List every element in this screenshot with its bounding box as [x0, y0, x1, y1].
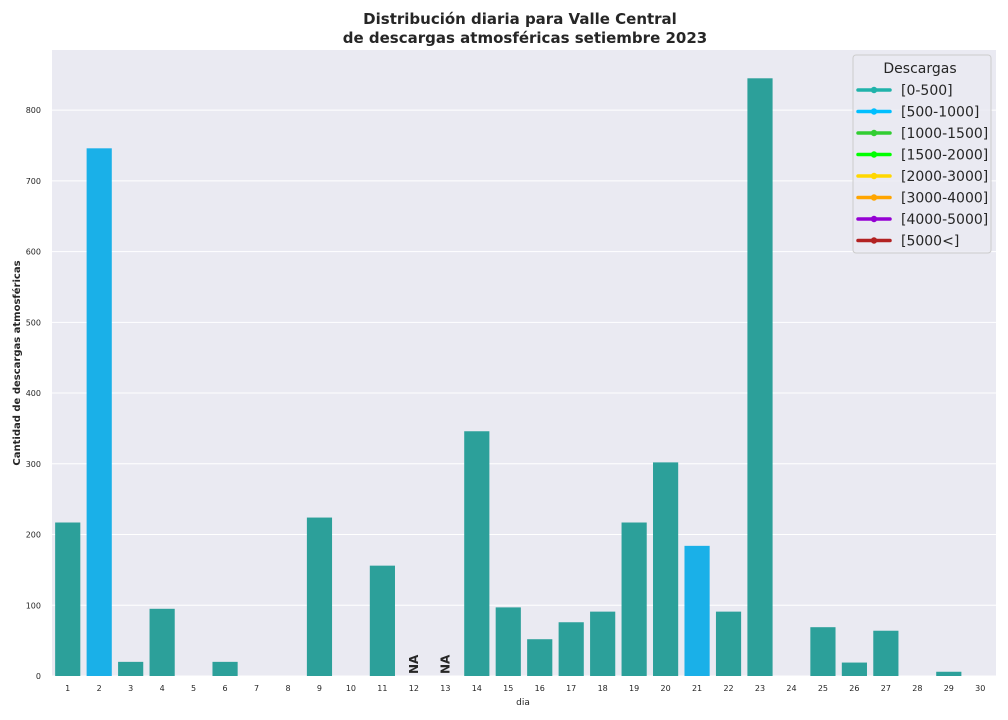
x-tick-label: 13 [440, 684, 450, 693]
legend-entry-label: [5000<] [901, 234, 959, 250]
x-tick-label: 10 [346, 684, 356, 693]
legend-entry-label: [1500-2000] [901, 148, 988, 164]
na-label: NA [438, 654, 452, 674]
legend-marker [870, 151, 878, 158]
bar-day-27 [873, 630, 899, 676]
legend: Descargas [0-500] [500-1000] [1000-1500] [1… [852, 54, 992, 254]
x-tick-label: 19 [629, 684, 639, 693]
chart-title-line1: Distribución diaria para Valle Central [363, 10, 677, 28]
na-label: NA [407, 654, 421, 674]
legend-entry-label: [1000-1500] [901, 126, 988, 142]
x-tick-label: 26 [849, 684, 859, 693]
legend-marker [870, 129, 878, 137]
plot-area [52, 50, 996, 676]
bar-day-16 [527, 639, 553, 676]
bar-day-21 [684, 545, 710, 676]
bar-day-25 [810, 627, 836, 676]
x-tick-label: 25 [818, 684, 828, 693]
x-tick-label: 7 [254, 684, 259, 693]
bar-day-15 [495, 607, 521, 676]
legend-entry-label: [4000-5000] [901, 212, 988, 228]
bar-day-18 [590, 611, 616, 676]
bar-day-17 [558, 622, 584, 676]
bar-day-11 [369, 565, 395, 676]
x-tick-label: 20 [661, 684, 671, 693]
bar-day-23 [747, 78, 773, 677]
legend-marker [870, 172, 878, 180]
legend-marker [870, 194, 878, 201]
y-axis-label: Cantidad de descargas atmosféricas [11, 260, 23, 465]
bar-day-26 [841, 662, 867, 676]
x-tick-label: 18 [598, 684, 608, 693]
x-axis-label: dia [516, 698, 530, 708]
y-tick-label: 800 [26, 106, 41, 115]
x-tick-label: 3 [128, 684, 133, 693]
x-tick-label: 29 [944, 684, 954, 693]
legend-marker [870, 86, 878, 94]
y-tick-label: 200 [26, 531, 41, 540]
x-tick-label: 11 [377, 684, 387, 693]
y-tick-label: 300 [26, 460, 41, 469]
x-tick-label: 28 [912, 684, 922, 693]
x-tick-label: 21 [692, 684, 702, 693]
x-tick-label: 22 [723, 684, 733, 693]
x-tick-label: 8 [285, 684, 290, 693]
x-tick-label: 16 [535, 684, 545, 693]
y-tick-label: 400 [26, 389, 41, 398]
bar-day-4 [149, 608, 175, 676]
legend-title: Descargas [883, 61, 956, 77]
x-tick-label: 15 [503, 684, 513, 693]
x-tick-label: 24 [786, 684, 796, 693]
legend-entry-label: [3000-4000] [901, 191, 988, 207]
bar-day-2 [86, 148, 112, 676]
grid-lines [52, 109, 996, 677]
legend-entry-label: [0-500] [901, 83, 953, 99]
x-tick-label: 12 [409, 684, 419, 693]
x-tick-label: 2 [97, 684, 102, 693]
x-tick-label: 4 [160, 684, 165, 693]
bar-day-19 [621, 522, 647, 676]
y-tick-label: 100 [26, 601, 41, 610]
x-tick-label: 1 [65, 684, 70, 693]
y-tick-label: 700 [26, 177, 41, 186]
bar-day-29 [936, 671, 962, 676]
x-tick-label: 14 [472, 684, 482, 693]
legend-entry-label: [2000-3000] [901, 169, 988, 185]
legend-marker [870, 108, 878, 115]
bar-day-22 [715, 611, 742, 676]
legend-entry-label: [500-1000] [901, 105, 979, 121]
bars-group: NA NA [55, 78, 962, 677]
x-tick-label: 17 [566, 684, 576, 693]
chart-title-line2: de descargas atmosféricas setiembre 2023 [343, 29, 707, 47]
bar-day-1 [55, 522, 81, 676]
bar-day-20 [653, 462, 679, 676]
bar-day-9 [306, 517, 333, 676]
legend-box [852, 54, 992, 254]
legend-marker [870, 215, 878, 223]
x-tick-label: 6 [223, 684, 228, 693]
y-tick-label: 600 [26, 248, 41, 257]
bar-day-3 [118, 661, 144, 676]
x-tick-label: 23 [755, 684, 765, 693]
x-tick-label: 27 [881, 684, 891, 693]
bar-day-6 [212, 661, 238, 676]
x-tick-label: 30 [975, 684, 985, 693]
bar-day-14 [464, 431, 490, 676]
x-tick-label: 5 [191, 684, 196, 693]
y-tick-label: 500 [26, 318, 41, 327]
y-tick-label: 0 [36, 672, 41, 681]
x-tick-label: 9 [317, 684, 322, 693]
legend-marker [870, 237, 878, 244]
